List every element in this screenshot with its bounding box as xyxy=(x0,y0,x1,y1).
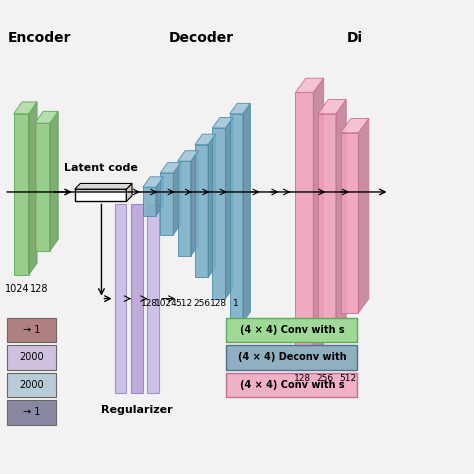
Polygon shape xyxy=(178,151,198,161)
Text: 1024: 1024 xyxy=(5,284,30,294)
FancyBboxPatch shape xyxy=(7,318,56,342)
Text: Decoder: Decoder xyxy=(169,31,234,45)
FancyBboxPatch shape xyxy=(227,345,357,370)
FancyBboxPatch shape xyxy=(227,373,357,397)
Polygon shape xyxy=(318,100,346,114)
Text: 512: 512 xyxy=(175,299,193,308)
Polygon shape xyxy=(208,134,216,277)
Text: 256: 256 xyxy=(193,299,210,308)
Polygon shape xyxy=(313,78,324,360)
Text: → 1: → 1 xyxy=(23,407,40,418)
Polygon shape xyxy=(28,102,37,275)
Polygon shape xyxy=(318,114,336,337)
Text: 128: 128 xyxy=(30,284,49,294)
Text: Latent code: Latent code xyxy=(64,163,137,173)
Polygon shape xyxy=(212,128,226,299)
Polygon shape xyxy=(226,118,233,299)
Polygon shape xyxy=(341,118,369,133)
Text: 512: 512 xyxy=(339,374,356,383)
Text: Di: Di xyxy=(347,31,363,45)
Polygon shape xyxy=(14,114,28,275)
Text: 128: 128 xyxy=(141,299,158,308)
Polygon shape xyxy=(75,183,132,189)
Text: 1: 1 xyxy=(233,299,239,308)
Polygon shape xyxy=(178,161,191,256)
Polygon shape xyxy=(127,183,132,201)
Polygon shape xyxy=(195,145,208,277)
Text: 2000: 2000 xyxy=(19,352,44,363)
Polygon shape xyxy=(195,134,216,145)
Text: 1024: 1024 xyxy=(155,299,178,308)
Polygon shape xyxy=(230,103,250,114)
Polygon shape xyxy=(147,204,159,393)
Polygon shape xyxy=(358,118,369,313)
FancyBboxPatch shape xyxy=(227,318,357,342)
Polygon shape xyxy=(143,187,156,216)
Text: Encoder: Encoder xyxy=(8,31,71,45)
Polygon shape xyxy=(295,92,313,360)
Polygon shape xyxy=(230,114,243,322)
FancyBboxPatch shape xyxy=(7,345,56,370)
Text: (4 × 4) Deconv with: (4 × 4) Deconv with xyxy=(237,352,346,363)
Text: 128: 128 xyxy=(210,299,228,308)
Polygon shape xyxy=(243,103,250,322)
Polygon shape xyxy=(295,78,324,92)
Text: 256: 256 xyxy=(317,374,334,383)
FancyBboxPatch shape xyxy=(7,373,56,397)
FancyBboxPatch shape xyxy=(7,400,56,425)
Polygon shape xyxy=(173,163,181,235)
Polygon shape xyxy=(35,123,50,251)
Polygon shape xyxy=(336,100,346,337)
Polygon shape xyxy=(341,133,358,313)
Polygon shape xyxy=(115,204,127,393)
Polygon shape xyxy=(212,118,233,128)
Text: 128: 128 xyxy=(294,374,311,383)
Polygon shape xyxy=(131,204,143,393)
Text: 2000: 2000 xyxy=(19,380,44,390)
Text: Regularizer: Regularizer xyxy=(101,405,173,415)
Polygon shape xyxy=(191,151,198,256)
Text: → 1: → 1 xyxy=(23,325,40,335)
Polygon shape xyxy=(160,163,181,173)
Polygon shape xyxy=(14,102,37,114)
Polygon shape xyxy=(156,177,164,216)
Polygon shape xyxy=(50,111,58,251)
Polygon shape xyxy=(160,173,173,235)
FancyBboxPatch shape xyxy=(75,189,127,201)
Text: (4 × 4) Conv with s: (4 × 4) Conv with s xyxy=(240,380,344,390)
Polygon shape xyxy=(35,111,58,123)
Polygon shape xyxy=(143,177,164,187)
Text: (4 × 4) Conv with s: (4 × 4) Conv with s xyxy=(240,325,344,335)
